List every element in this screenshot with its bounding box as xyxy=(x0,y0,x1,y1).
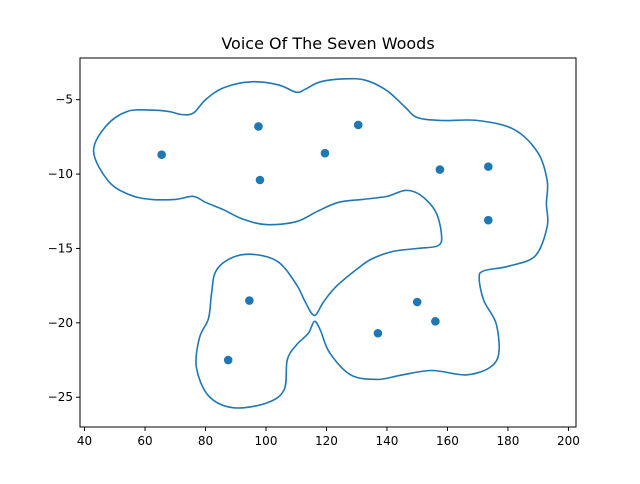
y-tick-label: −15 xyxy=(48,241,73,255)
scatter-point xyxy=(373,328,383,338)
x-tick-label: 40 xyxy=(77,434,92,448)
scatter-point xyxy=(320,148,330,158)
plot-area xyxy=(92,77,549,409)
x-tick-label: 180 xyxy=(496,434,519,448)
scatter-point xyxy=(483,215,493,225)
scatter-point xyxy=(223,355,233,365)
scatter-point xyxy=(353,120,363,130)
y-tick-label: −20 xyxy=(48,316,73,330)
scatter-point xyxy=(157,150,166,160)
scatter-point xyxy=(431,317,440,326)
x-tick-label: 160 xyxy=(436,434,459,448)
y-tick-label: −25 xyxy=(48,390,73,404)
scatter-point xyxy=(254,122,263,131)
scatter-point xyxy=(483,162,493,171)
scatter-point xyxy=(412,297,422,307)
scatter-point xyxy=(245,296,254,305)
x-tick-label: 200 xyxy=(557,434,580,448)
scatter-point xyxy=(435,165,445,174)
chart-title: Voice Of The Seven Woods xyxy=(221,34,434,53)
x-tick-label: 60 xyxy=(137,434,152,448)
x-tick-label: 80 xyxy=(198,434,213,448)
x-tick-label: 120 xyxy=(315,434,338,448)
cluster-outline xyxy=(92,77,549,409)
plot-frame xyxy=(79,57,577,428)
y-tick-label: −5 xyxy=(55,93,73,107)
x-tick-label: 140 xyxy=(376,434,399,448)
axes: 40 60 80 100 120 140 160 180 200 −25 −20 −15 −10 −5 xyxy=(48,57,580,448)
x-tick-label: 100 xyxy=(255,434,278,448)
y-tick-label: −10 xyxy=(48,167,73,181)
scatter-point xyxy=(255,175,265,185)
